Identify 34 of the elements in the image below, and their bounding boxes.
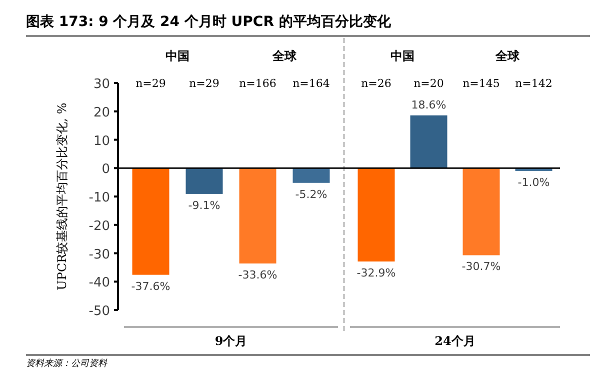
x-tick-label: n=164	[292, 77, 330, 90]
x-tick-label: n=145	[462, 77, 500, 90]
data-label: -1.0%	[518, 176, 550, 189]
y-tick-label: -40	[88, 276, 110, 291]
text: 全球	[494, 49, 520, 63]
x-tick-label: n=29	[189, 77, 220, 90]
y-tick-label: 20	[93, 105, 110, 120]
data-label: 18.6%	[411, 98, 446, 112]
data-label: -37.6%	[131, 280, 170, 293]
text: 中国	[166, 49, 190, 63]
data-label: -30.7%	[462, 260, 501, 274]
data-label: -9.1%	[188, 198, 220, 212]
data-label: -5.2%	[295, 188, 328, 201]
y-tick-label: -30	[88, 247, 110, 262]
data-label: -33.6%	[238, 268, 278, 282]
x-tick-label: n=166	[239, 77, 276, 90]
data-label: -32.9%	[356, 266, 396, 280]
text: 全球	[272, 49, 298, 63]
x-tick-label: n=26	[361, 77, 392, 90]
text: 9个月	[214, 334, 248, 348]
text: 资料来源：公司资料	[26, 358, 108, 369]
chart-title: 图表 173: 9 个月及 24 个月时 UPCR 的平均百分比变化	[26, 13, 392, 30]
y-tick-label: -20	[88, 218, 110, 234]
y-tick-label: -10	[88, 190, 110, 206]
x-tick-label: n=20	[414, 77, 444, 90]
y-tick-label: 10	[93, 134, 110, 149]
y-axis-title: UPCR较基线的平均百分比变化, %	[55, 102, 69, 290]
y-tick-label: -50	[88, 304, 110, 319]
text: 中国	[390, 49, 414, 63]
x-tick-label: n=142	[515, 77, 552, 90]
text: 24个月	[434, 334, 476, 348]
y-tick-label: 0	[102, 162, 110, 178]
x-tick-label: n=29	[136, 77, 166, 90]
y-tick-label: 30	[93, 77, 110, 92]
